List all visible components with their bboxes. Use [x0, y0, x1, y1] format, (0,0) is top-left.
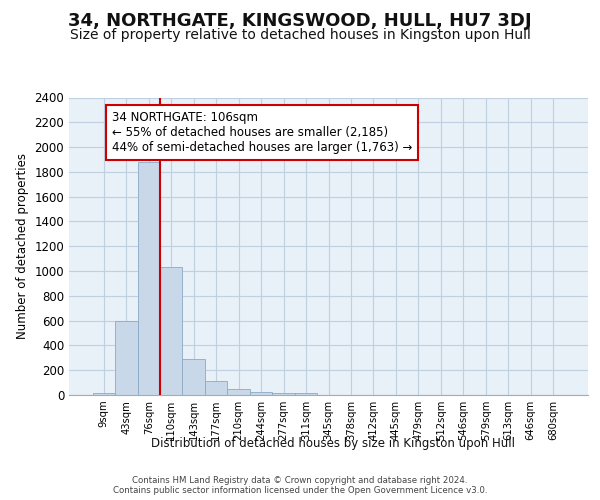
Text: Size of property relative to detached houses in Kingston upon Hull: Size of property relative to detached ho…	[70, 28, 530, 42]
Bar	[160, 268, 182, 395]
Bar	[250, 392, 272, 395]
Bar	[182, 359, 205, 395]
Text: 34, NORTHGATE, KINGSWOOD, HULL, HU7 3DJ: 34, NORTHGATE, KINGSWOOD, HULL, HU7 3DJ	[68, 12, 532, 30]
Text: Contains HM Land Registry data © Crown copyright and database right 2024.
Contai: Contains HM Land Registry data © Crown c…	[113, 476, 487, 495]
Text: Distribution of detached houses by size in Kingston upon Hull: Distribution of detached houses by size …	[151, 438, 515, 450]
Bar	[115, 320, 137, 395]
Bar	[295, 393, 317, 395]
Y-axis label: Number of detached properties: Number of detached properties	[16, 153, 29, 340]
Bar	[137, 162, 160, 395]
Bar	[92, 392, 115, 395]
Bar	[227, 390, 250, 395]
Bar	[205, 382, 227, 395]
Text: 34 NORTHGATE: 106sqm
← 55% of detached houses are smaller (2,185)
44% of semi-de: 34 NORTHGATE: 106sqm ← 55% of detached h…	[112, 111, 412, 154]
Bar	[272, 393, 295, 395]
